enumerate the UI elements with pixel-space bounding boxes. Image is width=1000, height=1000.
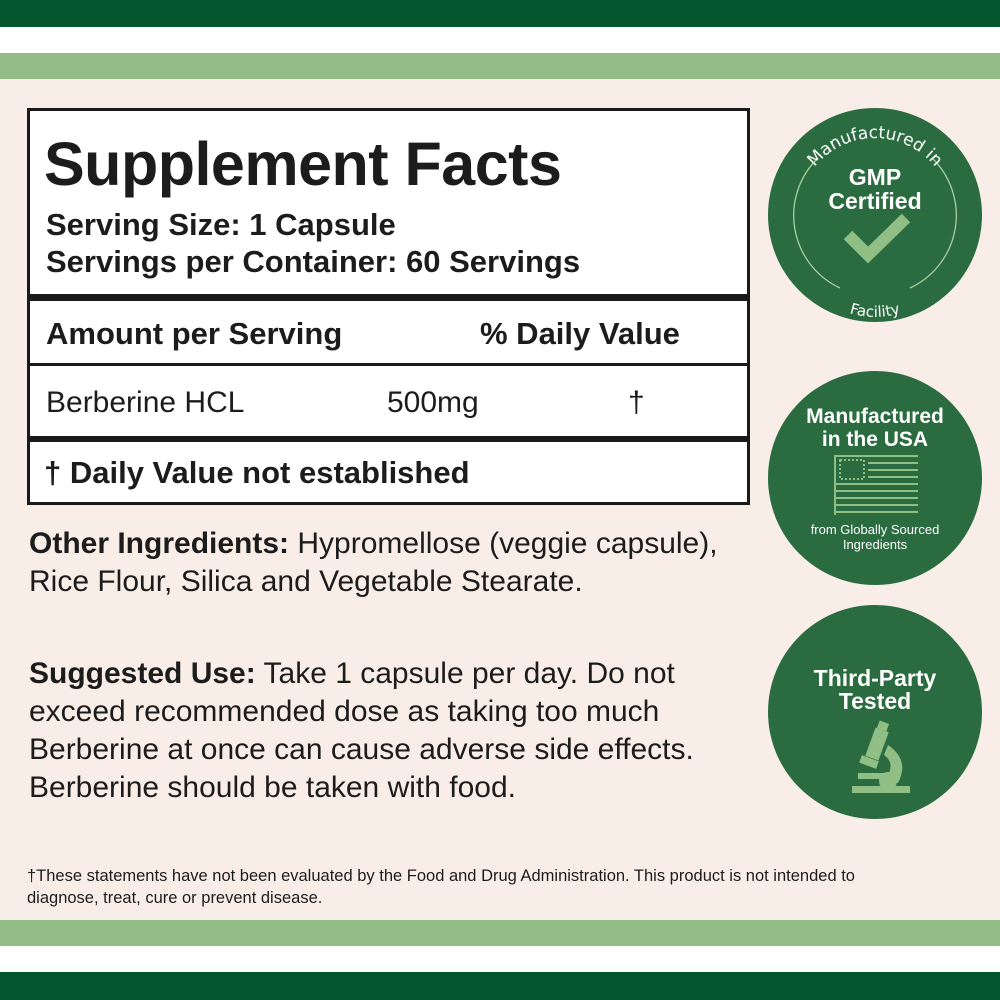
serving-size: Serving Size: 1 Capsule	[46, 207, 396, 242]
badge-line1: Third-Party	[813, 665, 937, 691]
arc-bottom-text: Facility	[848, 300, 901, 321]
suggested-use-label: Suggested Use:	[29, 657, 256, 690]
bottom-stripe-dark	[0, 972, 1000, 1000]
suggested-use: Suggested Use: Take 1 capsule per day. D…	[29, 655, 709, 807]
bottom-stripe-light	[0, 920, 1000, 946]
top-stripe-light	[0, 53, 1000, 79]
badge-line1: GMP	[848, 164, 902, 190]
badge-ring-icon: Manufactured in Facility	[793, 123, 957, 321]
svg-text:Facility: Facility	[848, 300, 901, 321]
servings-per-container: Servings per Container: 60 Servings	[46, 244, 581, 279]
other-ingredients: Other Ingredients: Hypromellose (veggie …	[29, 525, 729, 601]
microscope-icon	[852, 720, 910, 793]
top-stripe-white	[0, 27, 1000, 53]
suggested-use-text: Take 1 capsule per day. Do not exceed re…	[29, 657, 694, 804]
made-in-usa-badge: Manufactured in the USA from Globally So…	[768, 371, 982, 585]
dv-header: % Daily Value	[480, 316, 680, 351]
top-stripe-dark	[0, 0, 1000, 27]
third-party-tested-badge: Third-Party Tested	[768, 605, 982, 819]
dv-footnote: † Daily Value not established	[44, 455, 470, 490]
supplement-facts-panel: Supplement Facts Serving Size: 1 Capsule…	[27, 108, 750, 505]
us-flag-icon	[834, 455, 918, 515]
badge-line2: in the USA	[821, 428, 929, 451]
ingredient-name: Berberine HCL	[46, 386, 245, 419]
divider-thick	[30, 436, 747, 442]
amount-header: Amount per Serving	[46, 316, 343, 351]
badge-line1: Manufactured	[806, 405, 944, 428]
other-ingredients-text: Hypromellose (veggie capsule), Rice Flou…	[29, 527, 718, 598]
divider-thick	[30, 294, 747, 301]
bottom-stripe-white	[0, 946, 1000, 972]
badge-line2: Certified	[828, 188, 922, 214]
badge-sub1: from Globally Sourced	[810, 522, 940, 537]
badge-sub2: Ingredients	[842, 537, 908, 552]
badge-line2: Tested	[838, 688, 912, 714]
divider-thin	[30, 363, 747, 366]
checkmark-icon	[843, 213, 911, 264]
ingredient-dv: †	[628, 386, 645, 419]
facts-title: Supplement Facts	[44, 130, 562, 198]
fda-disclaimer: †These statements have not been evaluate…	[27, 867, 855, 907]
other-ingredients-label: Other Ingredients:	[29, 527, 290, 560]
ingredient-amount: 500mg	[387, 386, 479, 419]
gmp-certified-badge: Manufactured in Facility GMP Certified	[768, 108, 982, 322]
